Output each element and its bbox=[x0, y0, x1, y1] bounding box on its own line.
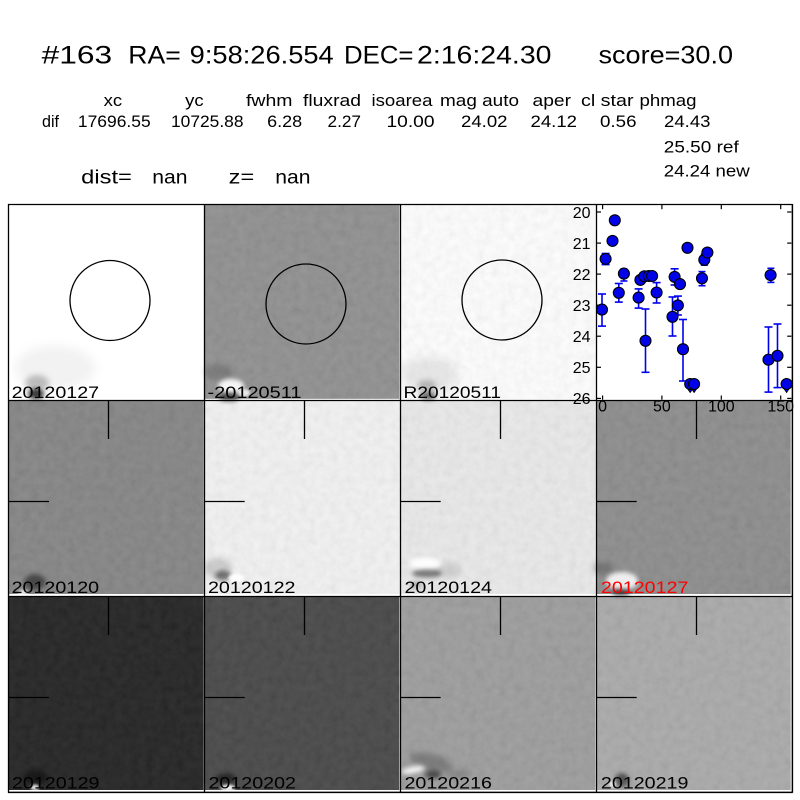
svg-text:6.28: 6.28 bbox=[267, 112, 302, 131]
svg-text:20120124: 20120124 bbox=[405, 578, 493, 597]
svg-text:26: 26 bbox=[573, 391, 591, 408]
svg-text:0: 0 bbox=[598, 398, 607, 415]
svg-text:mag auto: mag auto bbox=[440, 91, 519, 110]
svg-text:24.12: 24.12 bbox=[531, 112, 578, 131]
svg-text:DEC=: DEC= bbox=[344, 42, 414, 70]
svg-text:20120216: 20120216 bbox=[405, 774, 493, 793]
svg-text:10725.88: 10725.88 bbox=[171, 112, 244, 131]
svg-text:25: 25 bbox=[573, 360, 591, 377]
svg-text:dif: dif bbox=[42, 112, 59, 131]
svg-text:20120219: 20120219 bbox=[601, 774, 689, 793]
svg-text:0.56: 0.56 bbox=[600, 112, 637, 131]
svg-text:isoarea: isoarea bbox=[372, 91, 434, 110]
svg-text:RA=: RA= bbox=[128, 42, 181, 70]
svg-text:nan: nan bbox=[152, 168, 187, 189]
svg-text:z=: z= bbox=[229, 168, 255, 189]
svg-text:25.50 ref: 25.50 ref bbox=[664, 138, 739, 157]
svg-text:aper: aper bbox=[533, 91, 572, 110]
svg-text:20120129: 20120129 bbox=[12, 774, 100, 793]
svg-text:dist=: dist= bbox=[81, 168, 132, 189]
svg-text:#163: #163 bbox=[42, 42, 113, 70]
svg-text:20120202: 20120202 bbox=[209, 774, 297, 793]
svg-text:fluxrad: fluxrad bbox=[303, 91, 361, 110]
svg-text:phmag: phmag bbox=[640, 91, 697, 110]
svg-text:24.02: 24.02 bbox=[461, 112, 508, 131]
svg-text:nan: nan bbox=[275, 168, 310, 189]
svg-text:23: 23 bbox=[573, 298, 591, 315]
svg-text:2.27: 2.27 bbox=[328, 112, 362, 131]
svg-text:10.00: 10.00 bbox=[387, 112, 435, 131]
svg-text:100: 100 bbox=[708, 398, 735, 415]
svg-text:20: 20 bbox=[573, 205, 591, 222]
svg-text:cl star: cl star bbox=[581, 91, 634, 110]
svg-text:150: 150 bbox=[767, 398, 794, 415]
svg-text:20120120: 20120120 bbox=[12, 578, 100, 597]
svg-text:21: 21 bbox=[573, 236, 591, 253]
svg-text:yc: yc bbox=[185, 91, 204, 110]
svg-text:20120122: 20120122 bbox=[208, 578, 296, 597]
svg-text:24: 24 bbox=[573, 329, 591, 346]
svg-text:score=30.0: score=30.0 bbox=[599, 42, 734, 70]
svg-text:R20120511: R20120511 bbox=[404, 383, 502, 402]
svg-text:-20120511: -20120511 bbox=[208, 383, 302, 402]
svg-text:17696.55: 17696.55 bbox=[78, 112, 151, 131]
svg-text:9:58:26.554: 9:58:26.554 bbox=[190, 42, 334, 70]
svg-text:24.43: 24.43 bbox=[664, 112, 711, 131]
svg-text:22: 22 bbox=[573, 267, 591, 284]
svg-text:xc: xc bbox=[104, 91, 123, 110]
svg-text:50: 50 bbox=[653, 398, 671, 415]
svg-text:fwhm: fwhm bbox=[246, 91, 293, 110]
svg-text:2:16:24.30: 2:16:24.30 bbox=[417, 42, 552, 70]
svg-text:20120127: 20120127 bbox=[601, 578, 689, 597]
svg-text:24.24 new: 24.24 new bbox=[664, 161, 751, 180]
svg-text:20120127: 20120127 bbox=[12, 383, 100, 402]
